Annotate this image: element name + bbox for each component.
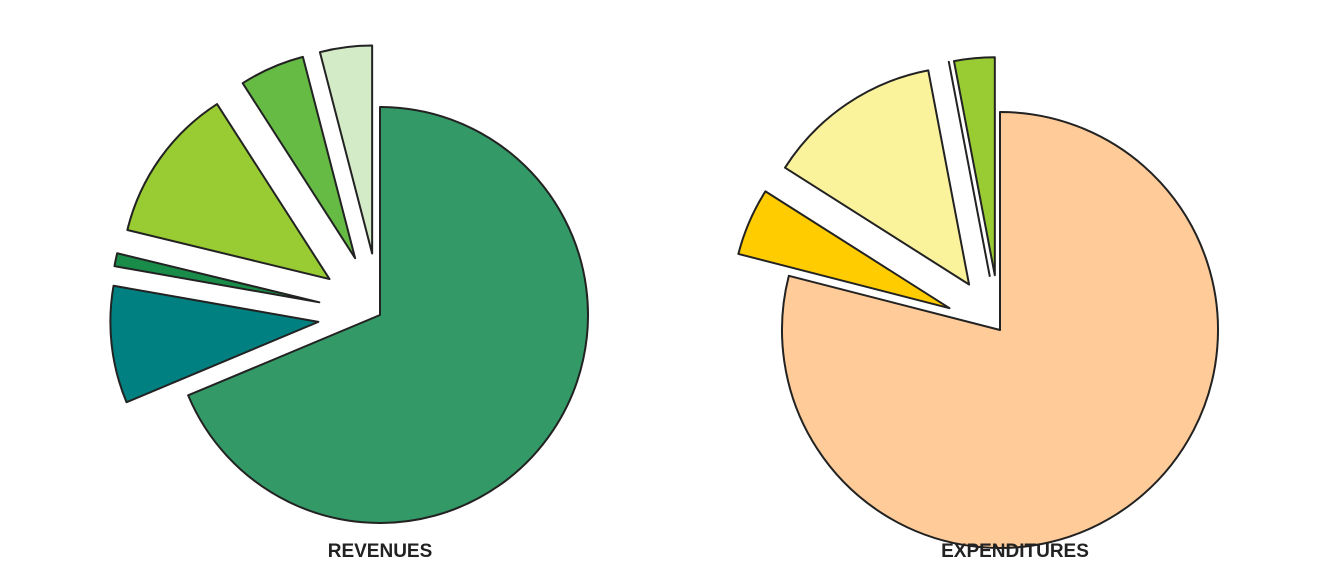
pie-slice bbox=[109, 284, 320, 404]
pie-slice bbox=[113, 252, 321, 304]
pie-slice bbox=[737, 190, 951, 310]
chart-title: EXPENDITURES bbox=[941, 541, 1089, 562]
pie-slice bbox=[952, 56, 996, 277]
pie-slice bbox=[784, 69, 971, 286]
pie-slice bbox=[318, 44, 374, 255]
pie-slice bbox=[126, 103, 331, 281]
pie-slice bbox=[187, 106, 589, 524]
pie-slice bbox=[241, 55, 357, 260]
chart-title: REVENUES bbox=[327, 541, 433, 562]
pie-slice bbox=[947, 60, 991, 277]
pie-slice bbox=[781, 111, 1219, 549]
